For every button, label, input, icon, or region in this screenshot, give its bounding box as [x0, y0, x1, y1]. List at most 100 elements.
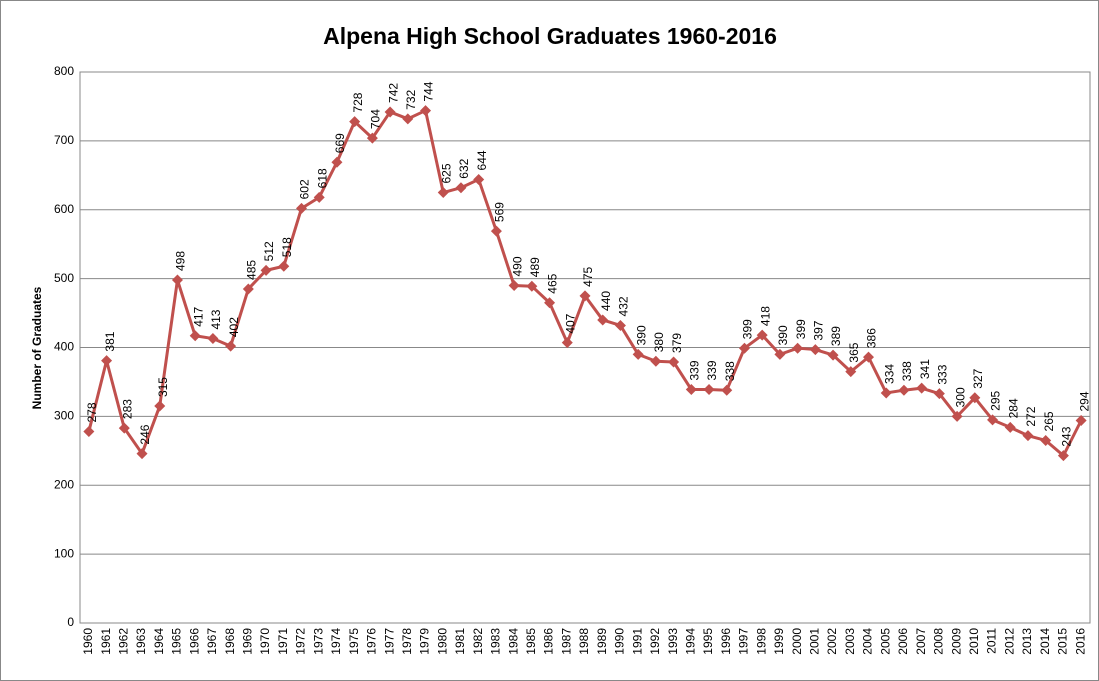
x-tick-label: 1969: [241, 628, 255, 655]
marker: [685, 384, 697, 396]
data-label: 632: [457, 158, 471, 178]
data-label: 518: [280, 237, 294, 257]
data-label: 243: [1060, 426, 1074, 446]
marker: [721, 384, 733, 396]
x-tick-label: 1964: [152, 628, 166, 655]
x-tick-label: 1979: [418, 628, 432, 655]
x-tick-label: 2013: [1020, 628, 1034, 655]
x-tick-label: 1970: [258, 628, 272, 655]
marker: [792, 342, 804, 354]
x-tick-label: 2015: [1056, 628, 1070, 655]
marker: [402, 113, 414, 125]
x-tick-label: 2003: [843, 628, 857, 655]
marker: [1022, 430, 1034, 442]
marker: [154, 400, 166, 412]
data-label: 490: [510, 256, 524, 276]
marker: [809, 344, 821, 356]
y-tick-label: 0: [67, 615, 74, 629]
data-label: 732: [404, 89, 418, 109]
x-tick-label: 1963: [134, 628, 148, 655]
marker: [951, 410, 963, 422]
y-tick-label: 100: [54, 546, 74, 560]
x-tick-label: 1961: [99, 628, 113, 655]
x-tick-label: 1992: [648, 628, 662, 655]
marker: [827, 349, 839, 361]
x-tick-label: 1976: [365, 628, 379, 655]
x-tick-label: 1981: [453, 628, 467, 655]
x-tick-label: 1972: [294, 628, 308, 655]
data-label: 742: [386, 83, 400, 103]
x-tick-label: 2000: [790, 628, 804, 655]
marker: [969, 392, 981, 404]
marker: [331, 156, 343, 168]
data-label: 475: [581, 266, 595, 286]
marker: [171, 274, 183, 286]
data-label: 602: [298, 179, 312, 199]
marker: [703, 384, 715, 396]
data-label: 334: [882, 364, 896, 384]
marker: [668, 356, 680, 368]
marker: [437, 187, 449, 199]
y-tick-label: 600: [54, 202, 74, 216]
x-tick-label: 2010: [967, 628, 981, 655]
x-tick-label: 2001: [808, 628, 822, 655]
data-label: 417: [191, 306, 205, 326]
data-label: 728: [351, 92, 365, 112]
x-tick-label: 2011: [985, 628, 999, 654]
x-tick-label: 1995: [701, 628, 715, 655]
marker: [349, 116, 361, 128]
data-label: 390: [776, 325, 790, 345]
x-tick-label: 2014: [1038, 628, 1052, 655]
marker: [313, 191, 325, 203]
x-tick-label: 2002: [825, 628, 839, 655]
x-tick-label: 1973: [311, 628, 325, 655]
marker: [774, 348, 786, 360]
marker: [1040, 434, 1052, 446]
marker: [242, 283, 254, 295]
marker: [295, 202, 307, 214]
marker: [83, 426, 95, 438]
data-label: 339: [687, 360, 701, 380]
y-tick-label: 300: [54, 409, 74, 423]
data-label: 283: [120, 399, 134, 419]
data-label: 397: [812, 320, 826, 340]
marker: [420, 105, 432, 117]
data-label: 498: [174, 251, 188, 271]
data-label: 418: [758, 306, 772, 326]
x-tick-label: 1983: [489, 628, 503, 655]
marker: [916, 382, 928, 394]
marker: [898, 384, 910, 396]
x-tick-label: 1978: [400, 628, 414, 655]
data-label: 315: [156, 377, 170, 397]
data-label: 669: [333, 133, 347, 153]
x-tick-label: 1989: [595, 628, 609, 655]
marker: [632, 348, 644, 360]
data-label: 300: [953, 387, 967, 407]
marker: [845, 366, 857, 378]
marker: [1075, 415, 1087, 427]
marker: [544, 297, 556, 309]
y-tick-label: 200: [54, 477, 74, 491]
x-tick-label: 1997: [737, 628, 751, 655]
marker: [738, 342, 750, 354]
marker: [490, 225, 502, 237]
marker: [366, 132, 378, 144]
x-tick-label: 1993: [666, 628, 680, 655]
x-tick-label: 1990: [613, 628, 627, 655]
data-label: 333: [936, 364, 950, 384]
x-tick-label: 1965: [170, 628, 184, 655]
marker: [225, 340, 237, 352]
x-tick-label: 2009: [949, 628, 963, 655]
x-tick-label: 1984: [506, 628, 520, 655]
x-tick-label: 1975: [347, 628, 361, 655]
data-label: 294: [1077, 391, 1091, 411]
data-label: 389: [829, 326, 843, 346]
x-tick-label: 1998: [754, 628, 768, 655]
marker: [863, 351, 875, 363]
marker: [455, 182, 467, 194]
data-label: 512: [262, 241, 276, 261]
x-tick-label: 1960: [81, 628, 95, 655]
x-tick-label: 1967: [205, 628, 219, 655]
marker: [579, 290, 591, 302]
